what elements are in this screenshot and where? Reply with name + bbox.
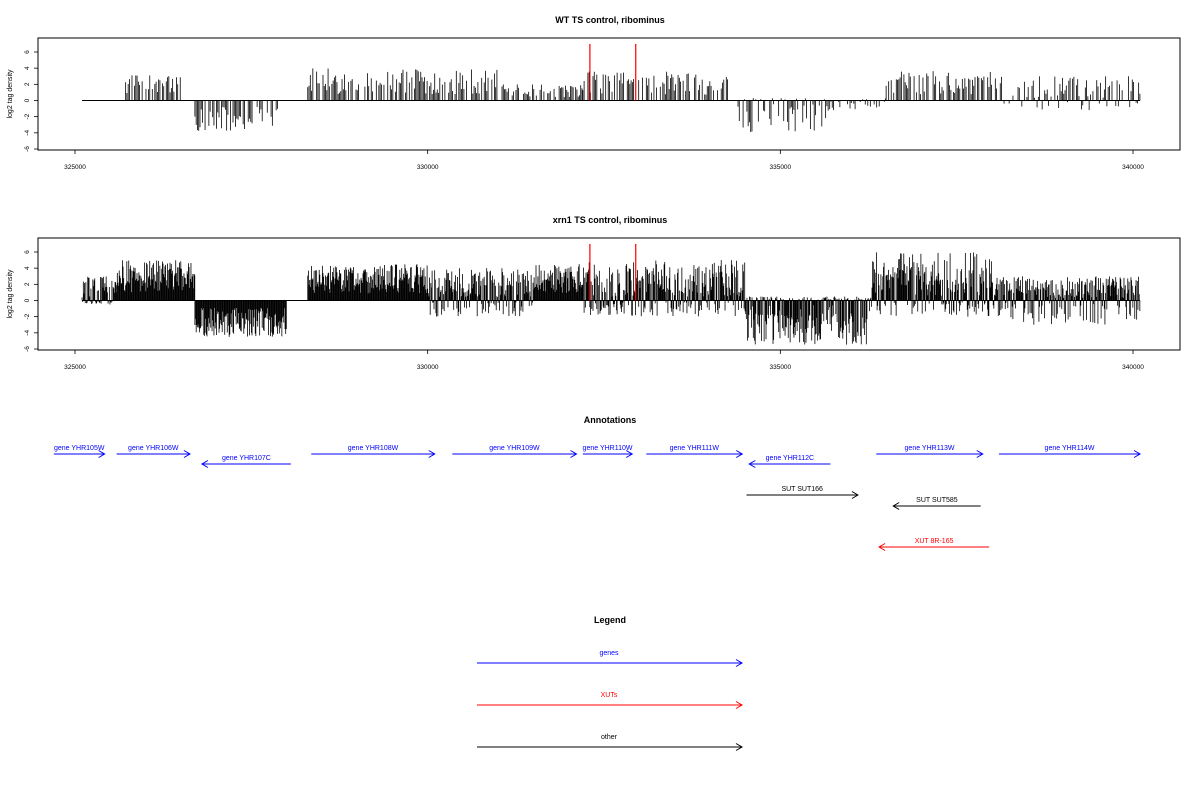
feature-label: gene YHR109W	[489, 445, 540, 452]
wt-density-panel: WT TS control, ribominus log2 tag densit…	[7, 15, 1181, 171]
feature-arrow: SUT SUT585	[892, 497, 981, 510]
feature-arrows: gene YHR105W gene YHR106W gene YHR107C gene…	[53, 445, 1142, 551]
highlight-lines	[589, 43, 637, 101]
x-tick-label: 325000	[64, 364, 86, 371]
feature-label: gene YHR110W	[583, 445, 633, 452]
y-axis-label: log2 tag density	[7, 269, 14, 319]
arrowhead	[748, 460, 756, 468]
y-tick-label: 0	[24, 98, 31, 102]
y-tick-label: -6	[24, 146, 31, 152]
feature-label: gene YHR113W	[905, 445, 955, 452]
feature-arrow: gene YHR112C	[748, 455, 831, 468]
x-tick-label: 335000	[769, 364, 791, 371]
feature-label: gene YHR114W	[1045, 445, 1095, 452]
y-tick-label: -4	[24, 330, 31, 336]
feature-label: gene YHR111W	[670, 445, 720, 452]
y-tick-label: -2	[24, 313, 31, 319]
feature-arrow: gene YHR111W	[646, 445, 744, 458]
feature-label: gene YHR108W	[348, 445, 399, 452]
x-axis: 325000 330000 335000 340000	[64, 150, 1144, 171]
feature-arrow: gene YHR108W	[311, 445, 436, 458]
x-axis: 325000 330000 335000 340000	[64, 350, 1144, 371]
feature-label: SUT SUT585	[916, 497, 958, 504]
feature-arrow: SUT SUT166	[746, 486, 859, 499]
legend-item: other	[477, 734, 743, 751]
x-tick-label: 340000	[1122, 364, 1144, 371]
arrowhead	[735, 450, 744, 458]
legend: Legend genes XUTs other	[477, 615, 743, 751]
legend-title: Legend	[594, 615, 626, 625]
legend-items: genes XUTs other	[477, 650, 743, 751]
legend-label: XUTs	[601, 692, 618, 699]
arrowhead	[1133, 450, 1142, 458]
legend-label: genes	[599, 650, 619, 657]
feature-arrow: gene YHR114W	[998, 445, 1142, 458]
legend-arrowhead	[735, 701, 743, 709]
y-tick-label: 4	[24, 66, 31, 70]
feature-label: gene YHR105W	[54, 445, 105, 452]
xrn1-density-panel: xrn1 TS control, ribominus log2 tag dens…	[7, 215, 1181, 371]
feature-arrow: gene YHR113W	[876, 445, 984, 458]
feature-arrow: gene YHR110W	[583, 445, 634, 458]
y-tick-label: -2	[24, 113, 31, 119]
feature-arrow: gene YHR107C	[200, 455, 291, 468]
legend-item: XUTs	[477, 692, 743, 709]
feature-arrow: gene YHR109W	[452, 445, 578, 458]
density-bars	[81, 252, 1141, 345]
x-tick-label: 340000	[1122, 164, 1144, 171]
annotations-track: Annotations gene YHR105W gene YHR106Wgene…	[53, 415, 1142, 551]
y-tick-label: 4	[24, 266, 31, 270]
x-tick-label: 330000	[417, 364, 439, 371]
x-tick-label: 330000	[417, 164, 439, 171]
arrowhead	[892, 502, 900, 510]
legend-item: genes	[477, 650, 743, 667]
feature-label: XUT 8R-165	[915, 538, 954, 545]
y-axis: -6 -4 -2 0 2 4 6	[24, 50, 39, 152]
legend-label: other	[601, 734, 618, 741]
x-tick-label: 335000	[769, 164, 791, 171]
y-tick-label: 2	[24, 282, 31, 286]
highlight-lines	[589, 243, 637, 301]
y-axis-label: log2 tag density	[7, 69, 14, 119]
arrowhead	[878, 543, 886, 551]
plot-frame	[37, 37, 1181, 151]
feature-arrow: gene YHR106W	[116, 445, 191, 458]
legend-arrowhead	[735, 743, 743, 751]
feature-label: gene YHR106W	[128, 445, 179, 452]
y-tick-label: 6	[24, 50, 31, 54]
panel-title: xrn1 TS control, ribominus	[553, 215, 668, 225]
feature-label: gene YHR112C	[766, 455, 814, 462]
arrowhead	[625, 450, 634, 458]
arrowhead	[428, 450, 436, 458]
y-tick-label: -4	[24, 130, 31, 136]
arrowhead	[570, 450, 578, 458]
y-tick-label: 2	[24, 82, 31, 86]
feature-label: gene YHR107C	[222, 455, 271, 462]
feature-label: SUT SUT166	[781, 486, 823, 493]
feature-arrow: XUT 8R-165	[878, 538, 990, 551]
arrowhead	[851, 491, 859, 499]
density-bars	[82, 68, 1141, 133]
x-tick-label: 325000	[64, 164, 86, 171]
y-tick-label: 0	[24, 298, 31, 302]
y-tick-label: 6	[24, 250, 31, 254]
panel-title: WT TS control, ribominus	[555, 15, 665, 25]
arrowhead	[183, 450, 191, 458]
legend-arrowhead	[735, 659, 743, 667]
y-axis: -6 -4 -2 0 2 4 6	[24, 250, 39, 352]
arrowhead	[976, 450, 984, 458]
arrowhead	[200, 460, 209, 468]
annotations-title: Annotations	[584, 415, 637, 425]
y-tick-label: -6	[24, 346, 31, 352]
feature-arrow: gene YHR105W	[53, 445, 106, 458]
arrowhead	[98, 450, 106, 458]
